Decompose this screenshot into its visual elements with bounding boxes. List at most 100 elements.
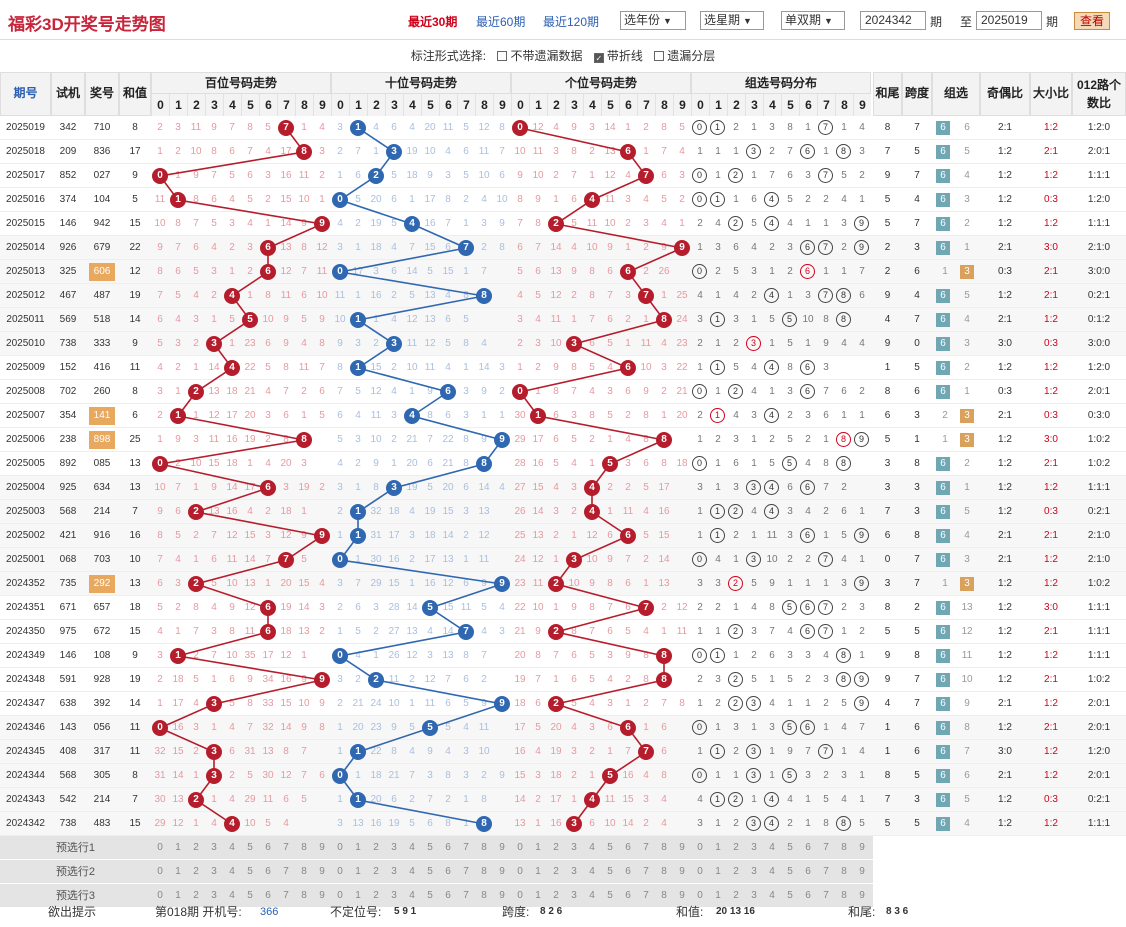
- preselect-digit[interactable]: 7: [283, 866, 289, 877]
- preselect-digit[interactable]: 1: [535, 842, 541, 853]
- preselect-digit[interactable]: 8: [301, 866, 307, 877]
- preselect-digit[interactable]: 6: [625, 866, 631, 877]
- preselect-digit[interactable]: 4: [409, 866, 415, 877]
- preselect-digit[interactable]: 7: [283, 890, 289, 901]
- preselect-digit[interactable]: 1: [715, 842, 721, 853]
- preselect-digit[interactable]: 4: [589, 890, 595, 901]
- preselect-digit[interactable]: 5: [787, 890, 793, 901]
- preselect-digit[interactable]: 1: [535, 890, 541, 901]
- preselect-digit[interactable]: 4: [589, 842, 595, 853]
- preselect-digit[interactable]: 1: [175, 842, 181, 853]
- preselect-digit[interactable]: 2: [193, 866, 199, 877]
- checkbox-icon[interactable]: [497, 51, 508, 61]
- period-header[interactable]: 期号: [0, 72, 51, 116]
- preselect-digit[interactable]: 3: [571, 890, 577, 901]
- preselect-digit[interactable]: 6: [625, 842, 631, 853]
- preselect-digit[interactable]: 7: [643, 866, 649, 877]
- preselect-digit[interactable]: 3: [211, 866, 217, 877]
- preselect-digit[interactable]: 6: [265, 842, 271, 853]
- preselect-digit[interactable]: 9: [679, 842, 685, 853]
- preselect-digit[interactable]: 4: [229, 866, 235, 877]
- preselect-digit[interactable]: 5: [787, 866, 793, 877]
- preselect-digit[interactable]: 3: [571, 866, 577, 877]
- preselect-digit[interactable]: 3: [391, 842, 397, 853]
- preselect-digit[interactable]: 6: [265, 866, 271, 877]
- preselect-digit[interactable]: 9: [319, 866, 325, 877]
- preselect-digit[interactable]: 8: [841, 866, 847, 877]
- range-30-link[interactable]: 最近30期: [408, 15, 458, 29]
- preselect-digit[interactable]: 9: [319, 890, 325, 901]
- preselect-digit[interactable]: 1: [355, 842, 361, 853]
- preselect-digit[interactable]: 9: [859, 890, 865, 901]
- preselect-digit[interactable]: 0: [337, 890, 343, 901]
- option-line[interactable]: ✓ 带折线: [593, 49, 643, 63]
- year-select[interactable]: 选年份 ▼: [620, 11, 686, 30]
- view-button[interactable]: 查看: [1074, 12, 1110, 30]
- preselect-digit[interactable]: 6: [805, 890, 811, 901]
- preselect-digit[interactable]: 8: [481, 866, 487, 877]
- preselect-digit[interactable]: 7: [463, 842, 469, 853]
- preselect-digit[interactable]: 5: [787, 842, 793, 853]
- preselect-digit[interactable]: 3: [211, 842, 217, 853]
- preselect-digit[interactable]: 4: [769, 842, 775, 853]
- preselect-digit[interactable]: 4: [589, 866, 595, 877]
- preselect-digit[interactable]: 5: [427, 890, 433, 901]
- option-layer[interactable]: 遗漏分层: [654, 49, 715, 63]
- preselect-digit[interactable]: 9: [679, 866, 685, 877]
- to-period-input[interactable]: 2025019: [976, 11, 1042, 30]
- preselect-digit[interactable]: 9: [499, 890, 505, 901]
- preselect-digit[interactable]: 3: [211, 890, 217, 901]
- preselect-digit[interactable]: 9: [499, 866, 505, 877]
- preselect-digit[interactable]: 5: [247, 866, 253, 877]
- preselect-digit[interactable]: 7: [643, 842, 649, 853]
- preselect-digit[interactable]: 2: [193, 842, 199, 853]
- preselect-digit[interactable]: 7: [463, 866, 469, 877]
- preselect-digit[interactable]: 0: [697, 842, 703, 853]
- preselect-digit[interactable]: 9: [859, 866, 865, 877]
- preselect-digit[interactable]: 3: [571, 842, 577, 853]
- preselect-digit[interactable]: 5: [607, 866, 613, 877]
- preselect-digit[interactable]: 4: [769, 890, 775, 901]
- preselect-digit[interactable]: 8: [841, 842, 847, 853]
- preselect-digit[interactable]: 3: [391, 866, 397, 877]
- preselect-digit[interactable]: 0: [337, 842, 343, 853]
- preselect-digit[interactable]: 2: [553, 842, 559, 853]
- preselect-digit[interactable]: 5: [607, 842, 613, 853]
- preselect-digit[interactable]: 8: [661, 890, 667, 901]
- parity-select[interactable]: 单双期 ▼: [781, 11, 845, 30]
- preselect-digit[interactable]: 1: [715, 890, 721, 901]
- preselect-digit[interactable]: 2: [373, 890, 379, 901]
- preselect-digit[interactable]: 3: [391, 890, 397, 901]
- preselect-digit[interactable]: 9: [319, 842, 325, 853]
- preselect-digit[interactable]: 2: [373, 866, 379, 877]
- preselect-digit[interactable]: 6: [625, 890, 631, 901]
- from-period-input[interactable]: 2024342: [860, 11, 926, 30]
- preselect-digit[interactable]: 0: [157, 866, 163, 877]
- preselect-digit[interactable]: 4: [409, 890, 415, 901]
- preselect-digit[interactable]: 3: [751, 866, 757, 877]
- preselect-digit[interactable]: 6: [265, 890, 271, 901]
- checkbox-icon[interactable]: [654, 51, 665, 61]
- preselect-digit[interactable]: 4: [769, 866, 775, 877]
- preselect-digit[interactable]: 5: [427, 842, 433, 853]
- preselect-digit[interactable]: 8: [481, 890, 487, 901]
- preselect-digit[interactable]: 4: [229, 890, 235, 901]
- preselect-digit[interactable]: 1: [175, 866, 181, 877]
- week-select[interactable]: 选星期 ▼: [700, 11, 764, 30]
- preselect-digit[interactable]: 2: [733, 890, 739, 901]
- preselect-digit[interactable]: 2: [553, 890, 559, 901]
- preselect-digit[interactable]: 4: [409, 842, 415, 853]
- preselect-digit[interactable]: 1: [355, 866, 361, 877]
- preselect-digit[interactable]: 6: [445, 890, 451, 901]
- preselect-digit[interactable]: 2: [193, 890, 199, 901]
- option-no-miss[interactable]: 不带遗漏数据: [497, 49, 582, 63]
- preselect-digit[interactable]: 2: [553, 866, 559, 877]
- preselect-digit[interactable]: 1: [715, 866, 721, 877]
- preselect-digit[interactable]: 0: [697, 866, 703, 877]
- preselect-digit[interactable]: 7: [823, 890, 829, 901]
- preselect-digit[interactable]: 9: [859, 842, 865, 853]
- preselect-digit[interactable]: 7: [823, 866, 829, 877]
- preselect-digit[interactable]: 8: [481, 842, 487, 853]
- preselect-digit[interactable]: 6: [805, 866, 811, 877]
- preselect-digit[interactable]: 0: [517, 842, 523, 853]
